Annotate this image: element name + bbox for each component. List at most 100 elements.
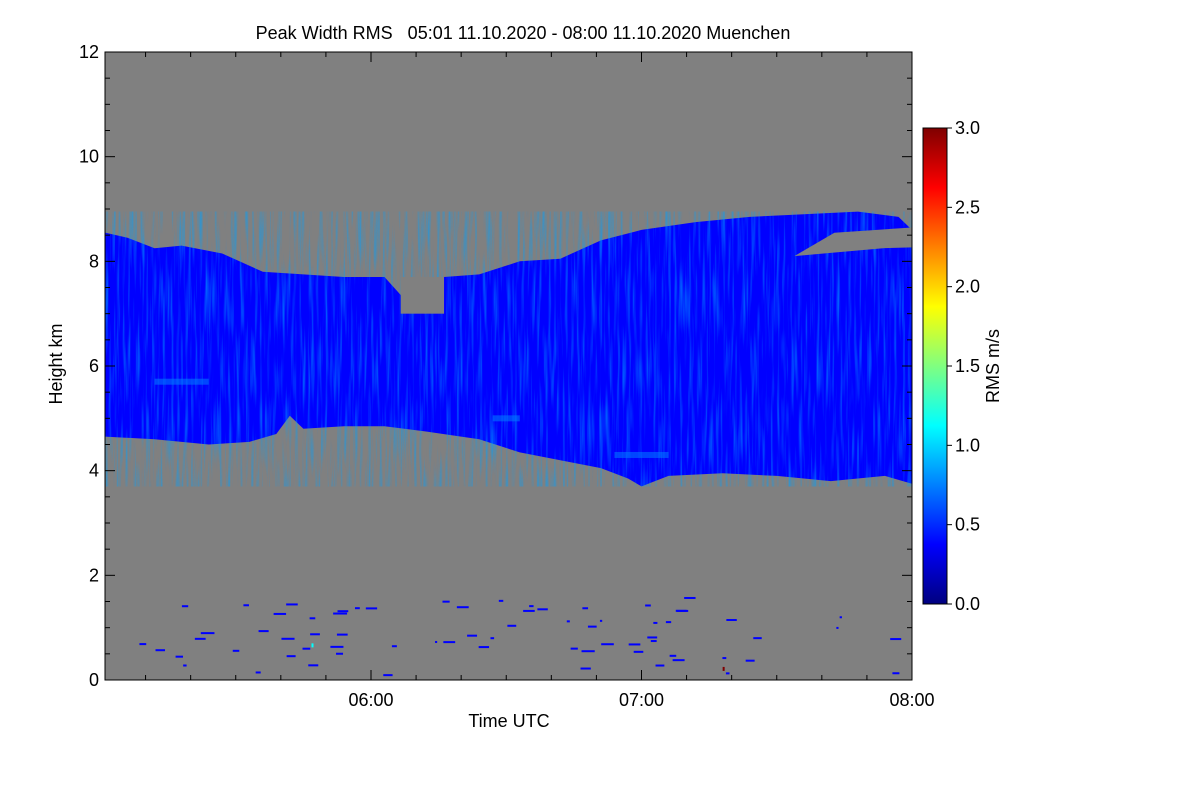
- colorbar-label: RMS m/s: [983, 329, 1003, 403]
- cloud-gap: [400, 277, 445, 314]
- speckle: [383, 674, 393, 677]
- speckle: [181, 605, 189, 608]
- cloud-hole: [794, 227, 912, 257]
- speckle-outlier: [722, 666, 725, 671]
- speckle: [587, 625, 597, 628]
- x-axis: 06:00 07:00 08:00: [145, 52, 935, 710]
- speckle: [647, 636, 658, 639]
- speckle: [243, 604, 249, 607]
- speckle: [175, 655, 184, 658]
- speckle: [310, 633, 320, 636]
- speckle: [139, 643, 147, 646]
- colorbar-tick-label: 0.5: [955, 515, 980, 535]
- x-tick-label: 08:00: [889, 690, 934, 710]
- speckle: [365, 607, 378, 610]
- speckle: [194, 637, 206, 640]
- speckle: [669, 654, 677, 657]
- speckle: [529, 605, 534, 608]
- speckle: [286, 655, 296, 658]
- speckle: [443, 641, 456, 644]
- speckle: [633, 650, 644, 653]
- speckle: [581, 650, 595, 653]
- speckle: [478, 646, 490, 649]
- speckle: [628, 643, 641, 646]
- speckle: [354, 607, 360, 610]
- speckle: [281, 637, 295, 640]
- speckle: [183, 664, 187, 667]
- y-axis: 0 2 4 6 8 10 12: [79, 42, 912, 690]
- speckle: [566, 620, 570, 623]
- speckle: [442, 600, 450, 603]
- speckle: [582, 607, 589, 610]
- speckle: [337, 610, 349, 613]
- speckle: [456, 606, 469, 609]
- y-tick-label: 8: [89, 251, 99, 271]
- colorbar-gradient: [922, 127, 948, 605]
- speckle: [722, 657, 727, 660]
- speckle: [725, 672, 730, 675]
- speckle: [391, 645, 397, 648]
- y-tick-label: 2: [89, 565, 99, 585]
- plot-area: 06:00 07:00 08:00 0 2 4 6 8 10 12: [79, 42, 935, 710]
- speckle: [302, 647, 311, 650]
- speckle: [507, 624, 517, 627]
- speckle: [745, 659, 755, 662]
- speckle: [286, 603, 298, 606]
- speckle: [599, 619, 603, 622]
- colorbar: 0.0 0.5 1.0 1.5 2.0 2.5 3.0 RMS m/s: [922, 118, 1003, 614]
- speckle: [336, 633, 348, 636]
- speckle: [330, 645, 344, 648]
- speckle: [333, 612, 348, 615]
- colorbar-tick-label: 3.0: [955, 118, 980, 138]
- speckle: [336, 652, 344, 655]
- speckle: [155, 649, 166, 652]
- speckle: [200, 632, 215, 635]
- x-tick-label: 06:00: [348, 690, 393, 710]
- speckle: [537, 608, 548, 611]
- speckle: [570, 647, 578, 650]
- speckle: [523, 609, 535, 612]
- speckle: [653, 621, 658, 624]
- y-tick-label: 0: [89, 670, 99, 690]
- speckle: [273, 612, 287, 615]
- colorbar-tick-label: 0.0: [955, 594, 980, 614]
- speckle: [650, 640, 657, 643]
- cloud-layer: [105, 211, 912, 487]
- speckle-outlier: [311, 643, 314, 648]
- speckle: [309, 617, 316, 620]
- speckle: [601, 643, 614, 646]
- cloud-texture: [105, 211, 912, 487]
- y-tick-label: 12: [79, 42, 99, 62]
- bright-streak: [614, 451, 669, 458]
- speckle: [753, 637, 762, 640]
- chart-title: Peak Width RMS 05:01 11.10.2020 - 08:00 …: [256, 23, 791, 43]
- colorbar-tick-label: 1.0: [955, 435, 980, 455]
- y-tick-label: 6: [89, 356, 99, 376]
- speckle: [836, 626, 839, 629]
- speckle: [580, 667, 591, 670]
- speckle: [890, 638, 902, 641]
- speckle: [435, 640, 438, 643]
- speckle: [308, 664, 319, 667]
- speckle: [676, 609, 689, 612]
- speckle: [665, 621, 672, 624]
- speckle: [498, 599, 504, 602]
- y-tick-label: 4: [89, 461, 99, 481]
- y-axis-label: Height km: [46, 323, 66, 404]
- x-tick-label: 07:00: [619, 690, 664, 710]
- bright-streak: [492, 415, 520, 422]
- speckle: [255, 671, 261, 674]
- speckle: [655, 664, 665, 667]
- colorbar-ticks: 0.0 0.5 1.0 1.5 2.0 2.5 3.0: [947, 118, 980, 614]
- speckle: [684, 596, 696, 599]
- colorbar-tick-label: 2.0: [955, 277, 980, 297]
- speckle: [672, 659, 685, 662]
- speckle: [726, 619, 737, 622]
- speckle: [232, 649, 240, 652]
- speckle: [645, 604, 651, 607]
- speckle: [892, 672, 900, 675]
- y-tick-label: 10: [79, 147, 99, 167]
- colorbar-tick-label: 2.5: [955, 197, 980, 217]
- speckle: [467, 634, 478, 637]
